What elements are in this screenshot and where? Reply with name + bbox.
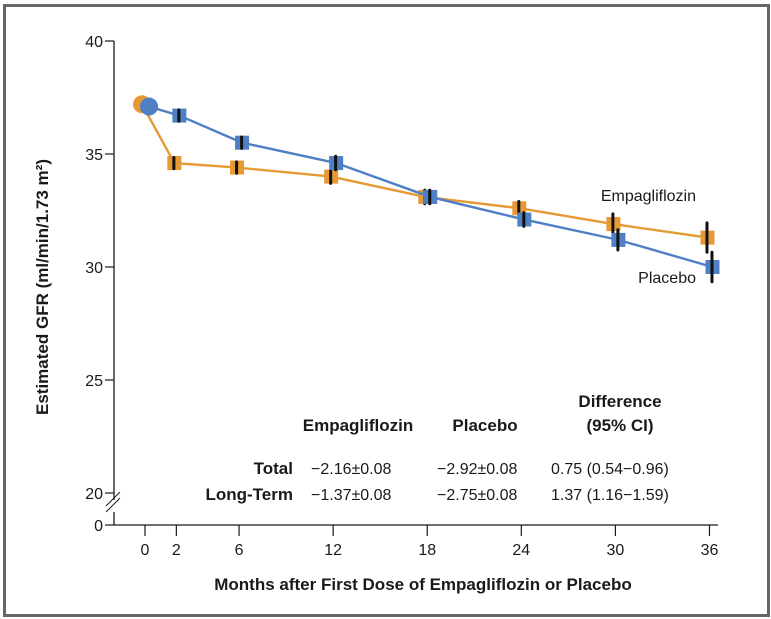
x-tick-label: 0 (141, 542, 150, 559)
series-placebo (140, 97, 720, 284)
y-tick-label: 35 (85, 147, 103, 164)
axes: 0 20 25 30 35 40 0 2 6 12 18 24 30 36 (85, 34, 718, 559)
x-tick-label: 30 (607, 542, 625, 559)
table-row-label-long-term: Long-Term (205, 485, 293, 504)
table-cell-longterm-empagliflozin: −1.37±0.08 (311, 487, 392, 504)
y-tick-label: 30 (85, 260, 103, 277)
y-tick-label: 0 (94, 518, 103, 535)
x-tick-label: 6 (235, 542, 244, 559)
figure-frame (3, 4, 770, 617)
table-cell-total-placebo: −2.92±0.08 (437, 461, 518, 478)
table-cell-longterm-placebo: −2.75±0.08 (437, 487, 518, 504)
x-tick-label: 18 (418, 542, 436, 559)
y-axis-break-slash (105, 491, 121, 507)
y-axis-label: Estimated GFR (ml/min/1.73 m²) (33, 159, 52, 415)
series-empagliflozin (133, 95, 715, 254)
y-axis-break-slash (105, 497, 121, 513)
summary-table: Empagliflozin Placebo Difference (95% CI… (205, 392, 668, 504)
y-tick-label: 25 (85, 373, 103, 390)
series-layer (133, 95, 720, 284)
series-line-empagliflozin (140, 103, 708, 239)
table-header-difference: Difference (578, 392, 661, 411)
annotation-placebo: Placebo (638, 270, 696, 287)
x-tick-label: 36 (701, 542, 719, 559)
table-cell-total-empagliflozin: −2.16±0.08 (311, 461, 392, 478)
table-header-placebo: Placebo (452, 416, 517, 435)
table-cell-longterm-difference: 1.37 (1.16−1.59) (551, 487, 669, 504)
x-tick-label: 24 (512, 542, 530, 559)
y-tick-label: 40 (85, 34, 103, 51)
table-row-label-total: Total (254, 459, 293, 478)
x-axis-label: Months after First Dose of Empagliflozin… (214, 575, 632, 594)
table-header-ci: (95% CI) (586, 416, 653, 435)
table-cell-total-difference: 0.75 (0.54−0.96) (551, 461, 669, 478)
y-tick-label: 20 (85, 486, 103, 503)
x-tick-label: 2 (172, 542, 181, 559)
baseline-marker (140, 97, 158, 116)
x-tick-label: 12 (324, 542, 342, 559)
y-axis-break-gap (110, 500, 118, 512)
series-line-placebo (148, 105, 713, 269)
table-header-empagliflozin: Empagliflozin (303, 416, 414, 435)
annotation-empagliflozin: Empagliflozin (601, 188, 696, 205)
